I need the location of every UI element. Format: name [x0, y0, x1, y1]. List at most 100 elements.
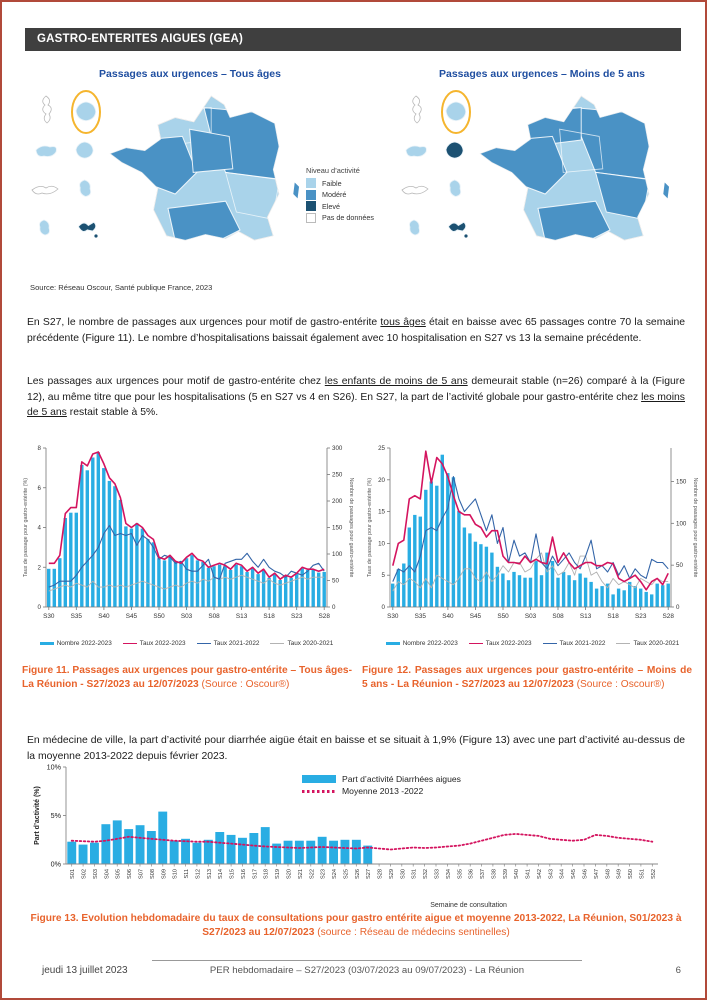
svg-text:20: 20: [378, 477, 385, 484]
legend-entry-label: Taux 2021-2022: [213, 640, 260, 647]
figure13-caption-source: (source : Réseau de médecins sentinelles…: [317, 927, 510, 939]
svg-text:S48: S48: [605, 869, 611, 879]
legend-entry: Taux 2020-2021: [616, 640, 679, 647]
svg-text:S15: S15: [230, 869, 236, 879]
svg-text:Taux de passage pour gastro-en: Taux de passage pour gastro-entérite (%): [367, 478, 373, 577]
map-title-moins-5-ans: Passages aux urgences – Moins de 5 ans: [438, 68, 645, 80]
svg-text:S30: S30: [43, 613, 55, 620]
svg-text:S45: S45: [126, 613, 138, 620]
legend-item-label: Modéré: [322, 190, 347, 199]
legend-item-eleve: Elevé: [306, 201, 374, 211]
svg-text:S03: S03: [181, 613, 193, 620]
svg-text:Nombre de passages pour gastro: Nombre de passages pour gastro-entérite: [692, 478, 698, 578]
svg-text:S44: S44: [560, 869, 566, 879]
svg-text:S09: S09: [161, 869, 167, 879]
svg-text:5%: 5%: [51, 811, 62, 820]
svg-text:Part d’activité (%): Part d’activité (%): [34, 786, 41, 845]
svg-text:S34: S34: [446, 869, 452, 879]
figure12-chart: 0 5 10 15 20 25 0 50 100 150 S30 S35 S40 S45 S50 S03 S08…: [367, 445, 698, 620]
figure11-caption-bold: Figure 11. Passages aux urgences pour ga…: [22, 665, 352, 690]
svg-text:S13: S13: [580, 613, 592, 620]
svg-text:S32: S32: [423, 869, 429, 879]
legend-entry: Taux 2022-2023: [122, 640, 186, 647]
svg-text:10%: 10%: [47, 763, 62, 772]
svg-text:S01: S01: [70, 869, 76, 879]
svg-text:S35: S35: [457, 869, 463, 879]
legend-swatch-faible-icon: [306, 178, 316, 188]
legend-title: Niveau d’activité: [306, 166, 360, 175]
figure11-legend: Nombre 2022-2023 Taux 2022-2023 Taux 2021-…: [14, 640, 359, 647]
map-source-text: Source: Réseau Oscour, Santé publique Fr…: [30, 283, 213, 292]
svg-text:S35: S35: [415, 613, 427, 620]
svg-text:0%: 0%: [51, 860, 62, 869]
section-title: GASTRO-ENTERITES AIGUES (GEA): [37, 33, 243, 45]
svg-text:300: 300: [332, 445, 343, 452]
svg-text:S25: S25: [343, 869, 349, 879]
svg-text:S50: S50: [153, 613, 165, 620]
para1-text: En S27, le nombre de passages aux urgenc…: [27, 317, 381, 328]
figure12-legend: Nombre 2022-2023 Taux 2022-2023 Taux 2021-…: [360, 640, 705, 647]
la-reunion-highlight-circle: [71, 90, 101, 134]
footer-report-title: PER hebdomadaire – S27/2023 (03/07/2023 …: [152, 960, 582, 976]
france-map-tous-ages: [31, 90, 300, 241]
svg-text:0: 0: [38, 604, 42, 611]
svg-text:S45: S45: [571, 869, 577, 879]
figure12-caption-source: (Source : Oscour®): [576, 678, 665, 690]
svg-text:S18: S18: [264, 869, 270, 879]
svg-text:S16: S16: [241, 869, 247, 879]
legend-swatch-modere-icon: [306, 189, 316, 200]
legend-entry-label: Taux 2020-2021: [633, 640, 680, 647]
svg-text:S05: S05: [116, 869, 122, 879]
svg-text:0: 0: [382, 604, 386, 611]
figure11-caption-source: (Source : Oscour®): [201, 678, 290, 690]
legend-entry-label: Part d’activité Diarrhées aigues: [342, 774, 461, 784]
para1-text-2: était en baisse avec 65 passages contre …: [27, 317, 685, 344]
legend-item-label: Pas de données: [322, 213, 374, 222]
svg-text:6: 6: [38, 485, 42, 492]
svg-text:S46: S46: [583, 869, 589, 879]
paragraph-urgences-moins-5-ans: Les passages aux urgences pour motif de …: [27, 374, 685, 421]
svg-text:S45: S45: [470, 613, 482, 620]
bar-swatch-icon: [385, 641, 400, 646]
svg-text:S40: S40: [442, 613, 454, 620]
svg-text:S29: S29: [389, 869, 395, 879]
svg-text:S28: S28: [663, 613, 675, 620]
svg-text:S37: S37: [480, 869, 486, 879]
svg-text:S40: S40: [98, 613, 110, 620]
para3-text: En médecine de ville, la part d’activité…: [27, 735, 685, 762]
svg-text:25: 25: [378, 445, 385, 452]
bar-swatch-icon: [39, 641, 54, 646]
figure13-legend: Part d’activité Diarrhées aigues Moyenne …: [302, 774, 461, 798]
svg-text:S20: S20: [287, 869, 293, 879]
svg-text:S36: S36: [469, 869, 475, 879]
svg-text:S50: S50: [497, 613, 509, 620]
svg-text:10: 10: [378, 540, 385, 547]
svg-text:S18: S18: [263, 613, 275, 620]
bar-swatch-icon: [302, 775, 336, 783]
legend-entry-label: Taux 2022-2023: [139, 640, 186, 647]
para2-text-2: demeurait stable (n=26) comparé à la (Fi…: [27, 376, 685, 403]
svg-text:S47: S47: [594, 869, 600, 879]
svg-text:S03: S03: [93, 869, 99, 879]
legend-entry: Taux 2021-2022: [196, 640, 260, 647]
legend-entry-label: Taux 2020-2021: [287, 640, 334, 647]
paragraph-urgences-tous-ages: En S27, le nombre de passages aux urgenc…: [27, 315, 685, 346]
svg-text:S30: S30: [387, 613, 399, 620]
line-swatch-icon: [468, 642, 483, 645]
svg-text:S04: S04: [104, 869, 110, 879]
legend-entry-label: Nombre 2022-2023: [56, 640, 112, 647]
svg-text:100: 100: [332, 551, 343, 558]
svg-text:S08: S08: [208, 613, 220, 620]
svg-text:150: 150: [676, 478, 687, 485]
svg-text:S51: S51: [639, 869, 645, 879]
svg-text:50: 50: [676, 562, 683, 569]
map-title-tous-ages: Passages aux urgences – Tous âges: [99, 68, 281, 80]
svg-text:0: 0: [332, 604, 336, 611]
svg-text:Nombre de passages pour gastro: Nombre de passages pour gastro-entérite: [348, 478, 354, 578]
svg-text:S38: S38: [491, 869, 497, 879]
legend-entry: Taux 2021-2022: [542, 640, 605, 647]
svg-text:S21: S21: [298, 869, 304, 879]
figure11-caption: Figure 11. Passages aux urgences pour ga…: [22, 664, 352, 692]
svg-text:S12: S12: [195, 869, 201, 879]
